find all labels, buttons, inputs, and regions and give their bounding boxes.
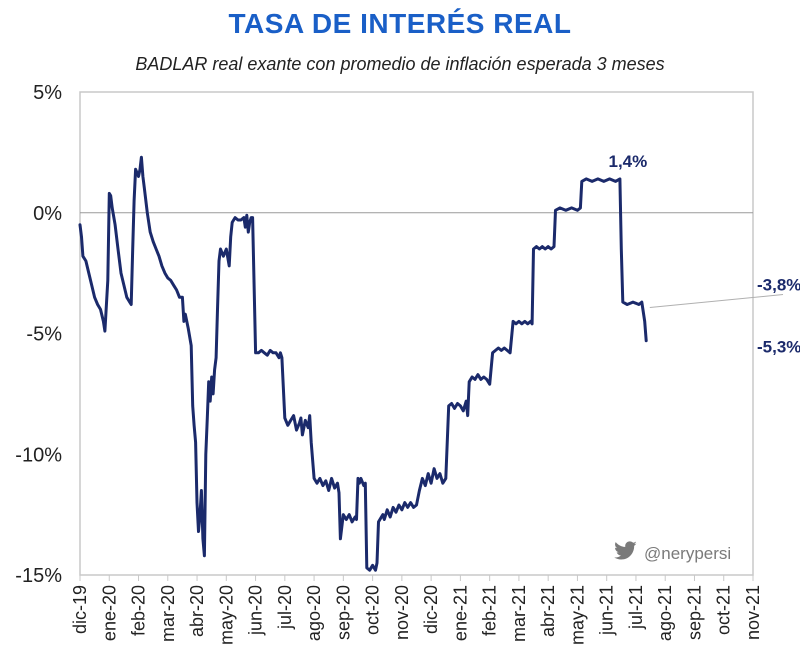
annotation-leader-line	[649, 294, 784, 309]
y-tick-label: -5%	[26, 324, 62, 346]
twitter-bird-icon	[614, 541, 637, 560]
x-tick-label: mar-20	[158, 585, 178, 642]
x-tick-label: ago-21	[655, 585, 675, 641]
annotation-label: 1,4%	[608, 152, 647, 171]
x-tick-label: may-21	[567, 585, 587, 645]
watermark-handle: @nerypersi	[644, 544, 731, 563]
x-tick-label: abr-21	[538, 585, 558, 637]
x-tick-label: may-20	[216, 585, 236, 645]
annotation-label: -5,3%	[757, 338, 800, 357]
x-tick-label: oct-21	[714, 585, 734, 635]
x-axis-ticks: dic-19 ene-20 feb-20 mar-20 abr-20 may-20 jun-…	[70, 575, 763, 645]
x-tick-label: oct-20	[363, 585, 383, 635]
y-tick-label: 5%	[33, 82, 62, 104]
y-tick-label: -10%	[15, 444, 62, 466]
y-tick-label: 0%	[33, 203, 62, 225]
x-tick-label: nov-21	[743, 585, 763, 640]
x-tick-label: jun-20	[246, 585, 266, 636]
x-tick-label: jul-20	[275, 585, 295, 630]
x-tick-label: ago-20	[304, 585, 324, 641]
x-tick-label: feb-21	[480, 585, 500, 636]
x-tick-label: dic-20	[421, 585, 441, 634]
x-tick-label: dic-19	[70, 585, 90, 634]
x-tick-label: jun-21	[597, 585, 617, 636]
x-tick-label: jul-21	[626, 585, 646, 630]
x-tick-label: ene-20	[99, 585, 119, 641]
x-tick-label: mar-21	[509, 585, 529, 642]
x-tick-label: ene-21	[450, 585, 470, 641]
y-tick-label: -15%	[15, 565, 62, 587]
x-tick-label: abr-20	[187, 585, 207, 637]
plot-frame	[79, 91, 754, 576]
x-tick-label: feb-20	[129, 585, 149, 636]
x-tick-label: nov-20	[392, 585, 412, 640]
annotation-label: -3,8%	[757, 276, 800, 295]
y-axis-ticks: 5% 0% -5% -10% -15%	[15, 82, 62, 587]
chart-subtitle: BADLAR real exante con promedio de infla…	[135, 54, 665, 74]
chart-title: TASA DE INTERÉS REAL	[228, 8, 572, 39]
x-tick-label: sep-21	[684, 585, 704, 640]
annotations: 1,4% -3,8% -5,3%	[608, 152, 800, 357]
x-tick-label: sep-20	[333, 585, 353, 640]
watermark: @nerypersi	[614, 541, 731, 563]
series-line	[78, 155, 648, 572]
